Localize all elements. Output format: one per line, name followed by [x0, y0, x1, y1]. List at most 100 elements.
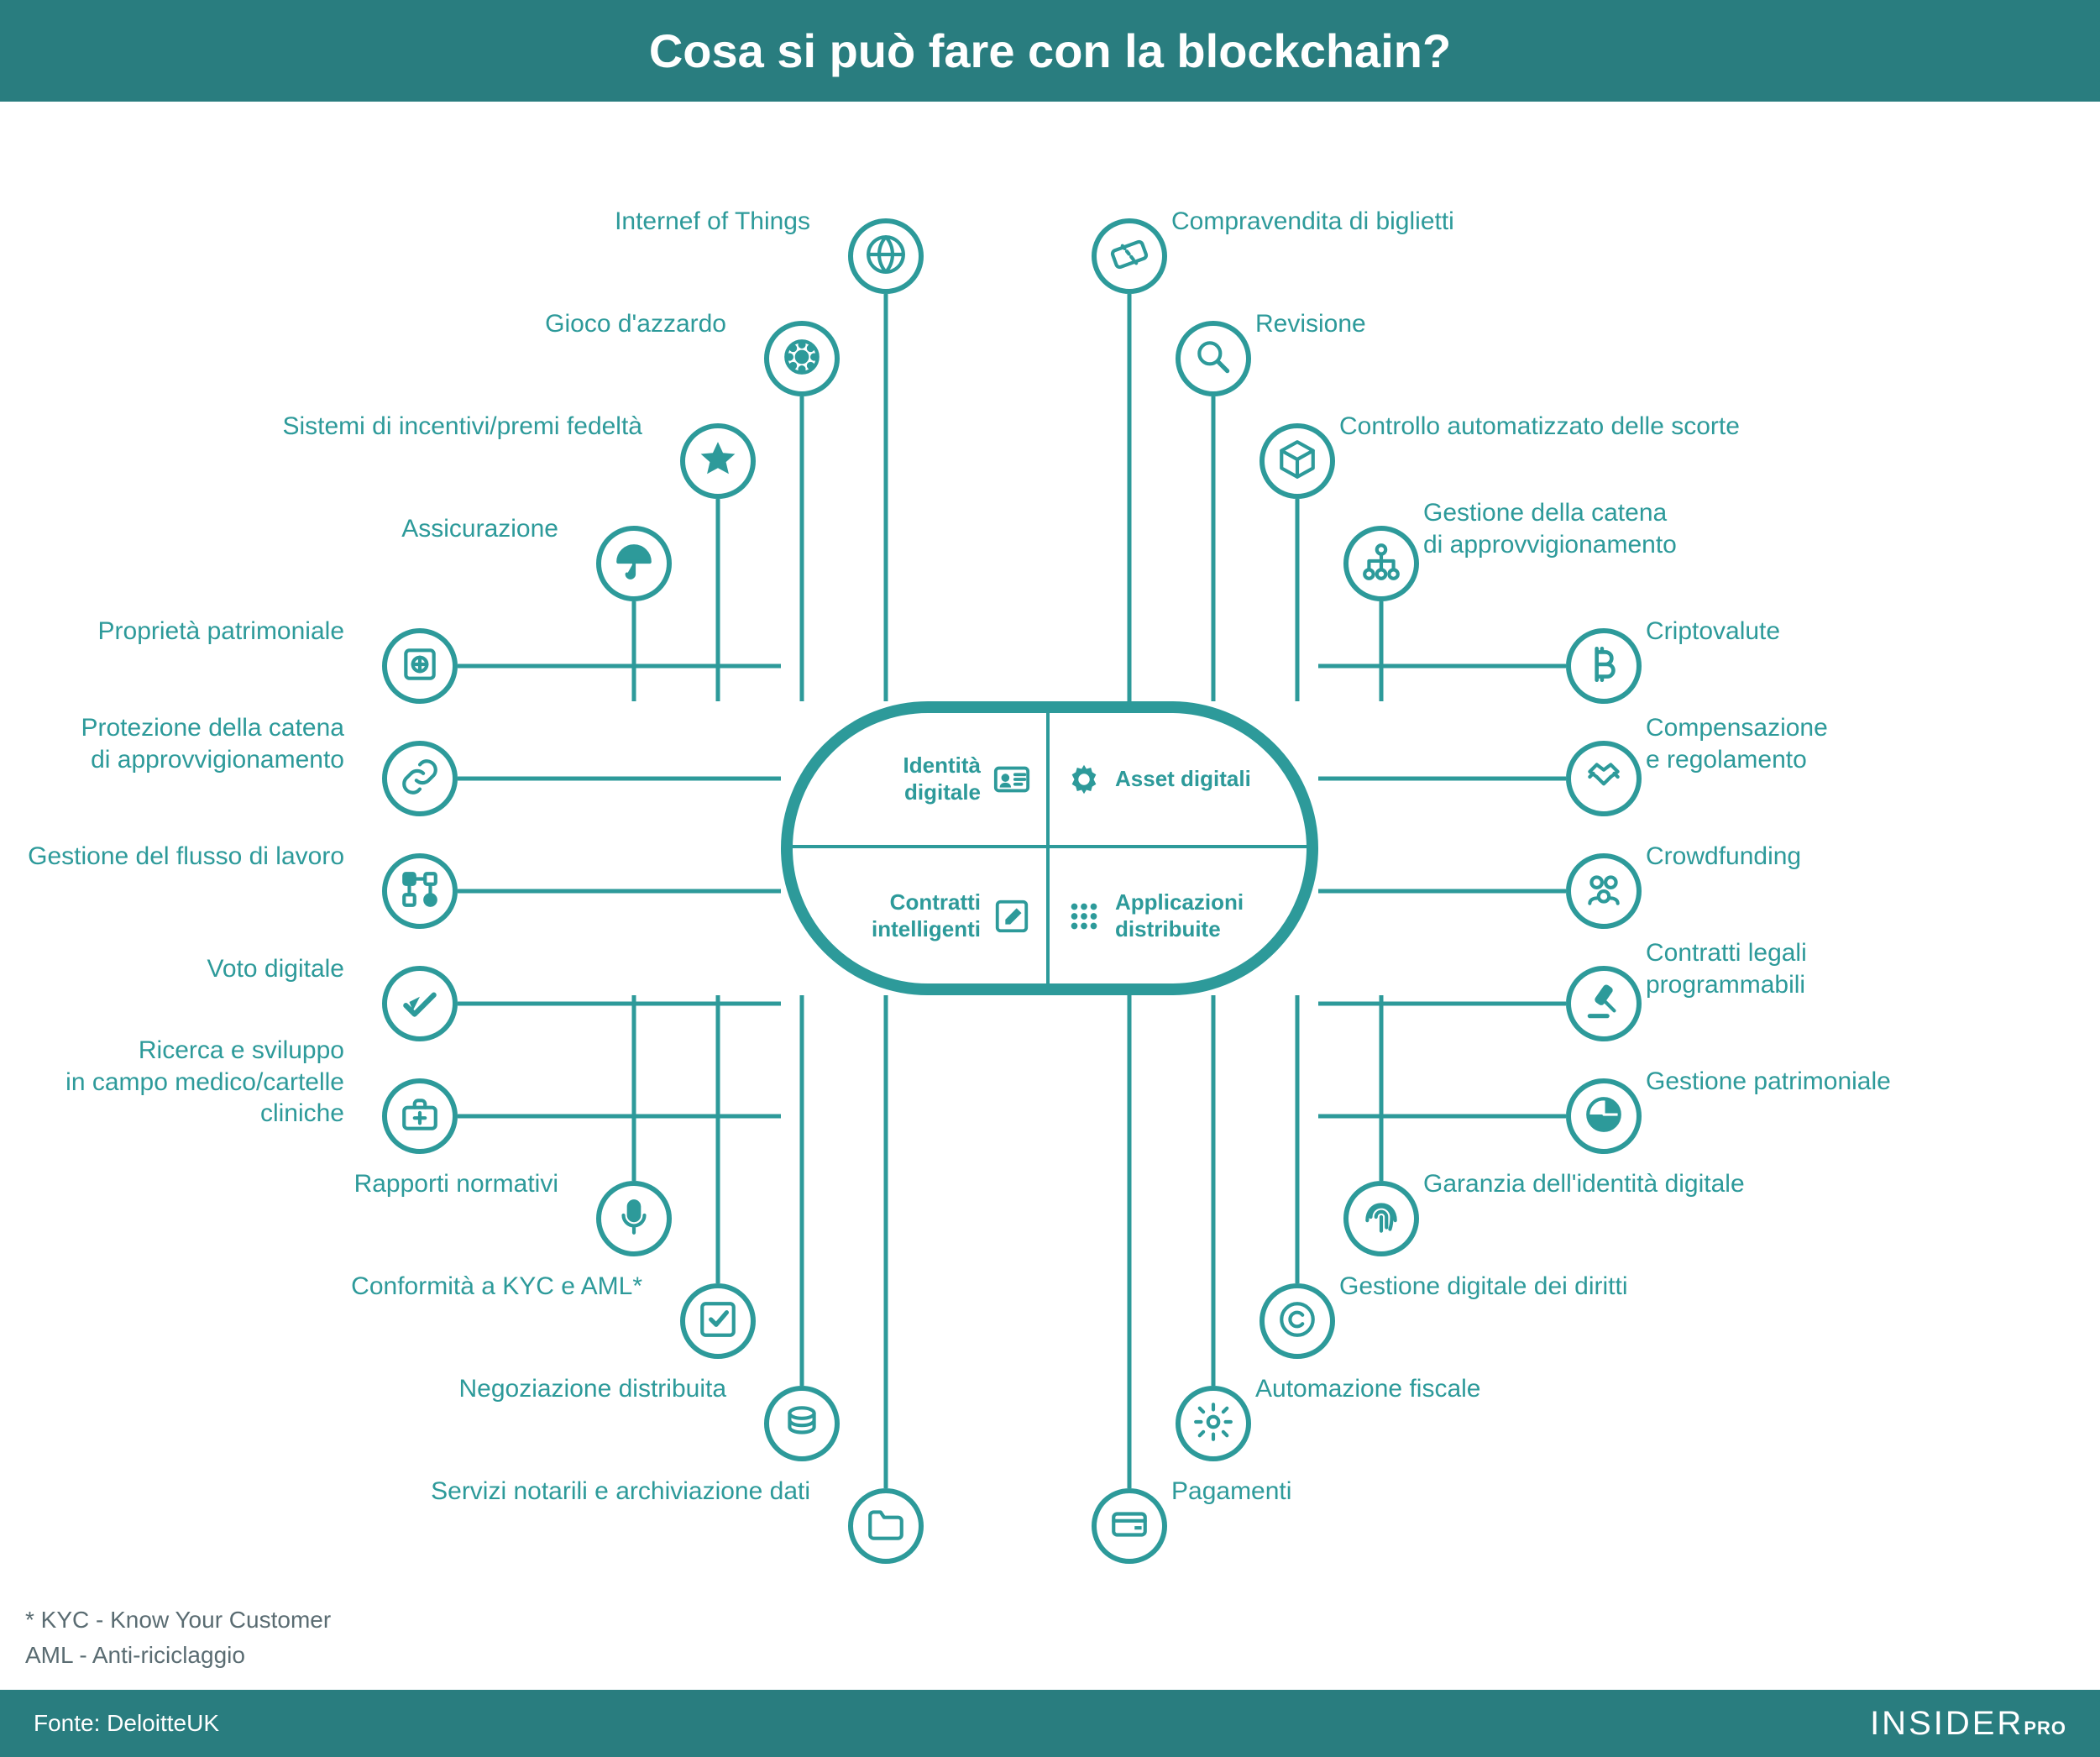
footer-logo: INSIDERPRO: [1870, 1705, 2066, 1743]
node-clearing: [1566, 741, 1642, 816]
node-legal: [1566, 966, 1642, 1041]
node-label-audit: Revisione: [1255, 308, 1366, 340]
node-label-supplymgmt: Gestione della catena di approvvigioname…: [1423, 497, 1677, 560]
hub-label: Contrattiintelligenti: [872, 889, 981, 941]
footer-source: Fonte: DeloitteUK: [34, 1710, 219, 1737]
node-supplyprot: [382, 741, 458, 816]
node-label-gambling: Gioco d'azzardo: [545, 308, 726, 340]
card-icon: [1108, 1503, 1150, 1550]
globe-icon: [865, 233, 907, 280]
pie-icon: [1583, 1094, 1625, 1140]
medkit-icon: [399, 1094, 441, 1140]
bitcoin-icon: [1583, 643, 1625, 690]
node-supplymgmt: [1343, 526, 1419, 601]
node-inventory: [1259, 423, 1335, 499]
grid-dots-icon: [1065, 897, 1103, 936]
box-icon: [1276, 438, 1318, 485]
node-label-inventory: Controllo automatizzato delle scorte: [1339, 411, 1740, 443]
hub-quad-bl: Contrattiintelligenti: [793, 848, 1050, 983]
node-label-iot: Internef of Things: [615, 206, 810, 238]
node-label-ticket: Compravendita di biglietti: [1171, 206, 1454, 238]
diagram-area: Identità digitale Asset digitali Contrat…: [0, 109, 2100, 1587]
ticket-icon: [1108, 233, 1150, 280]
cog-icon: [1192, 1401, 1234, 1447]
chip-icon: [781, 336, 823, 382]
safe-icon: [399, 643, 441, 690]
node-kyc: [680, 1283, 756, 1359]
node-property: [382, 628, 458, 704]
copyright-icon: [1276, 1298, 1318, 1345]
umbrella-icon: [613, 541, 655, 587]
node-workflow: [382, 853, 458, 929]
node-label-idassurance: Garanzia dell'identità digitale: [1423, 1168, 1745, 1200]
node-label-loyalty: Sistemi di incentivi/premi fedeltà: [282, 411, 642, 443]
node-loyalty: [680, 423, 756, 499]
node-label-payments: Pagamenti: [1171, 1476, 1291, 1508]
node-label-medical: Ricerca e sviluppo in campo medico/carte…: [65, 1035, 344, 1130]
header-bar: Cosa si può fare con la blockchain?: [0, 0, 2100, 102]
node-crowd: [1566, 853, 1642, 929]
hub-quad-tr: Asset digitali: [1050, 713, 1307, 848]
node-label-drm: Gestione digitale dei diritti: [1339, 1271, 1628, 1303]
node-label-workflow: Gestione del flusso di lavoro: [28, 841, 344, 873]
coins-icon: [781, 1401, 823, 1447]
hub-quad-br: Applicazionidistribuite: [1050, 848, 1307, 983]
node-voting: [382, 966, 458, 1041]
node-label-property: Proprietà patrimoniale: [98, 616, 344, 648]
vote-icon: [399, 981, 441, 1027]
gavel-icon: [1583, 981, 1625, 1027]
node-payments: [1092, 1488, 1167, 1564]
mic-icon: [613, 1196, 655, 1242]
hub-label: Identità digitale: [830, 753, 981, 805]
search-icon: [1192, 336, 1234, 382]
folder-icon: [865, 1503, 907, 1550]
star-icon: [697, 438, 739, 485]
hub-quad-tl: Identità digitale: [793, 713, 1050, 848]
hierarchy-icon: [1360, 541, 1402, 587]
node-label-crowd: Crowdfunding: [1646, 841, 1801, 873]
node-label-clearing: Compensazione e regolamento: [1646, 712, 1828, 775]
node-label-regulatory: Rapporti normativi: [354, 1168, 558, 1200]
node-idassurance: [1343, 1181, 1419, 1256]
footnotes: * KYC - Know Your Customer AML - Anti-ri…: [25, 1602, 331, 1673]
gear-icon: [1065, 760, 1103, 799]
footnote-line: AML - Anti-riciclaggio: [25, 1638, 331, 1673]
node-regulatory: [596, 1181, 672, 1256]
hub-label: Applicazionidistribuite: [1115, 889, 1244, 941]
hub-label: Asset digitali: [1115, 766, 1251, 792]
node-insurance: [596, 526, 672, 601]
node-tax: [1176, 1386, 1251, 1461]
node-audit: [1176, 321, 1251, 396]
node-trading: [764, 1386, 840, 1461]
id-card-icon: [992, 760, 1031, 799]
node-drm: [1259, 1283, 1335, 1359]
hub-capsule: Identità digitale Asset digitali Contrat…: [781, 701, 1318, 995]
node-label-legal: Contratti legali programmabili: [1646, 937, 1807, 1000]
edit-icon: [992, 897, 1031, 936]
node-ticket: [1092, 218, 1167, 294]
node-iot: [848, 218, 924, 294]
node-wealth: [1566, 1078, 1642, 1154]
node-label-kyc: Conformità a KYC e AML*: [351, 1271, 642, 1303]
node-label-wealth: Gestione patrimoniale: [1646, 1066, 1891, 1098]
flow-icon: [399, 868, 441, 915]
node-label-trading: Negoziazione distribuita: [458, 1373, 726, 1405]
fingerprint-icon: [1360, 1196, 1402, 1242]
node-label-voting: Voto digitale: [207, 953, 344, 985]
node-crypto: [1566, 628, 1642, 704]
footer-bar: Fonte: DeloitteUK INSIDERPRO: [0, 1690, 2100, 1757]
node-label-supplyprot: Protezione della catena di approvvigiona…: [81, 712, 344, 775]
node-gambling: [764, 321, 840, 396]
node-notary: [848, 1488, 924, 1564]
group-icon: [1583, 868, 1625, 915]
node-label-insurance: Assicurazione: [401, 513, 558, 545]
footnote-line: * KYC - Know Your Customer: [25, 1602, 331, 1638]
link-icon: [399, 756, 441, 802]
page-title: Cosa si può fare con la blockchain?: [0, 24, 2100, 78]
node-medical: [382, 1078, 458, 1154]
handshake-icon: [1583, 756, 1625, 802]
node-label-tax: Automazione fiscale: [1255, 1373, 1480, 1405]
check-icon: [697, 1298, 739, 1345]
node-label-crypto: Criptovalute: [1646, 616, 1780, 648]
node-label-notary: Servizi notarili e archiviazione dati: [431, 1476, 810, 1508]
